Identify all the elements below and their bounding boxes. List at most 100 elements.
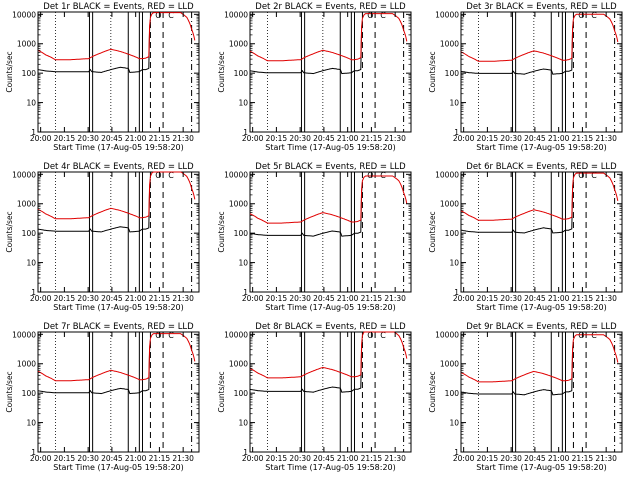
x-tick-label: 20:15 [477, 294, 499, 303]
annotation-o: O [578, 331, 584, 340]
y-tick-label: 100 [22, 389, 37, 398]
annotation-o: O [367, 331, 373, 340]
x-tick-label: 20:45 [101, 454, 123, 463]
x-tick-label: 21:30 [595, 134, 617, 143]
x-tick-label: 21:15 [572, 294, 594, 303]
y-tick-label: 10 [26, 99, 36, 108]
x-tick-label: 21:15 [361, 294, 383, 303]
plot-frame [460, 11, 623, 133]
x-tick-label: 20:15 [266, 294, 288, 303]
x-tick-label: 21:30 [595, 294, 617, 303]
y-tick-label: 1000 [440, 40, 459, 49]
y-axis-label: Counts/sec [5, 51, 14, 92]
events-series-line [249, 183, 363, 237]
y-tick-label: 1 [243, 288, 248, 297]
x-tick-label: 21:30 [384, 134, 406, 143]
x-axis-label: Start Time (17-Aug-05 19:58:20) [265, 143, 396, 152]
panel-title: Det 8r BLACK = Events, RED = LLD [255, 322, 406, 332]
annotation-o: O [155, 331, 161, 340]
y-axis-label: Counts/sec [217, 371, 226, 412]
lld-series-line [460, 172, 619, 221]
plot-frame [37, 331, 200, 453]
panel-title: Det 1r BLACK = Events, RED = LLD [43, 2, 194, 12]
y-tick-label: 10 [449, 99, 459, 108]
lld-series-line [249, 175, 408, 224]
annotation-c: C [591, 11, 597, 20]
x-axis-label: Start Time (17-Aug-05 19:58:20) [53, 303, 184, 312]
x-tick-label: 20:00 [453, 294, 475, 303]
x-axis-label: Start Time (17-Aug-05 19:58:20) [476, 303, 607, 312]
x-axis-label: Start Time (17-Aug-05 19:58:20) [476, 463, 607, 472]
y-tick-label: 1 [454, 128, 459, 137]
y-tick-label: 10000 [224, 170, 248, 179]
x-tick-label: 21:30 [172, 294, 194, 303]
y-tick-label: 1000 [17, 360, 36, 369]
y-tick-label: 1000 [17, 40, 36, 49]
y-tick-label: 10 [26, 419, 36, 428]
x-tick-label: 20:00 [30, 454, 52, 463]
plot-frame [37, 11, 200, 133]
y-tick-label: 1 [31, 128, 36, 137]
x-tick-label: 20:30 [500, 294, 522, 303]
x-tick-label: 20:00 [242, 294, 264, 303]
annotation-c: C [591, 171, 597, 180]
panel-title: Det 6r BLACK = Events, RED = LLD [466, 162, 617, 172]
x-tick-label: 20:00 [30, 294, 52, 303]
y-tick-label: 1000 [440, 360, 459, 369]
y-tick-label: 10000 [224, 330, 248, 339]
x-tick-label: 21:30 [595, 454, 617, 463]
x-tick-label: 20:45 [524, 134, 546, 143]
lld-series-line [37, 171, 196, 220]
annotation-c: C [380, 331, 386, 340]
x-tick-label: 21:00 [337, 454, 359, 463]
y-axis-label: Counts/sec [428, 371, 437, 412]
events-series-line [37, 19, 151, 74]
panel-title: Det 7r BLACK = Events, RED = LLD [43, 322, 194, 332]
lld-series-line [249, 13, 408, 62]
plot-frame [460, 331, 623, 453]
x-tick-label: 21:30 [172, 134, 194, 143]
y-tick-label: 100 [234, 69, 249, 78]
y-tick-label: 10000 [12, 170, 36, 179]
x-tick-label: 20:00 [242, 134, 264, 143]
x-tick-label: 20:15 [54, 134, 76, 143]
plot-frame [37, 171, 200, 293]
x-tick-label: 21:30 [384, 454, 406, 463]
x-tick-label: 20:45 [313, 294, 335, 303]
x-tick-label: 21:15 [361, 134, 383, 143]
y-tick-label: 100 [445, 69, 460, 78]
x-tick-label: 20:00 [30, 134, 52, 143]
x-tick-label: 21:15 [149, 134, 171, 143]
x-tick-label: 21:00 [337, 294, 359, 303]
panel-title: Det 9r BLACK = Events, RED = LLD [466, 322, 617, 332]
annotation-c: C [168, 331, 174, 340]
y-axis-label: Counts/sec [428, 51, 437, 92]
y-tick-label: 10 [449, 419, 459, 428]
y-tick-label: 10 [238, 99, 248, 108]
events-series-line [249, 20, 363, 75]
x-tick-label: 20:00 [242, 454, 264, 463]
x-tick-label: 21:30 [384, 294, 406, 303]
x-tick-label: 20:30 [289, 454, 311, 463]
y-tick-label: 100 [234, 389, 249, 398]
events-series-line [460, 341, 574, 396]
y-axis-label: Counts/sec [217, 211, 226, 252]
x-tick-label: 21:00 [548, 134, 570, 143]
y-axis-label: Counts/sec [5, 211, 14, 252]
y-tick-label: 10 [26, 259, 36, 268]
x-tick-label: 21:00 [548, 454, 570, 463]
x-tick-label: 20:30 [77, 294, 99, 303]
y-tick-label: 100 [445, 229, 460, 238]
x-tick-label: 20:30 [500, 454, 522, 463]
panel-title: Det 4r BLACK = Events, RED = LLD [43, 162, 194, 172]
events-series-line [249, 339, 363, 393]
y-axis-label: Counts/sec [428, 211, 437, 252]
y-tick-label: 1000 [229, 40, 248, 49]
plot-frame [460, 171, 623, 293]
